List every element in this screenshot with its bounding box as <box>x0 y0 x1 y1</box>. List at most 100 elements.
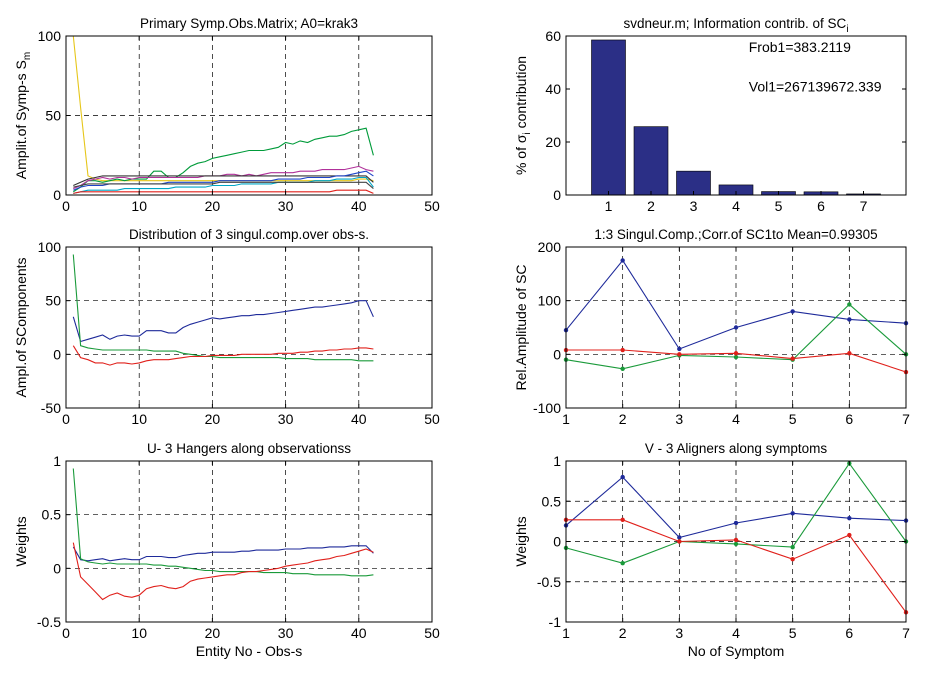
x-tick-label: 6 <box>845 411 853 427</box>
bar <box>591 39 626 196</box>
data-point <box>677 535 682 540</box>
y-tick-label: 0 <box>553 187 561 203</box>
y-tick-label: 60 <box>545 28 561 44</box>
data-point <box>733 325 739 330</box>
y-tick-label: 100 <box>38 239 62 255</box>
x-tick-label: 0 <box>62 198 70 214</box>
y-tick-label: 40 <box>545 81 561 97</box>
x-tick-label: 6 <box>845 625 853 641</box>
x-tick-label: 5 <box>789 625 797 641</box>
data-point <box>620 561 625 566</box>
x-tick-label: 50 <box>424 198 440 214</box>
y-tick-label: 100 <box>538 293 562 309</box>
data-point <box>847 351 852 356</box>
axes-box <box>65 246 433 409</box>
data-point <box>847 515 852 521</box>
x-tick-label: 4 <box>732 411 740 427</box>
x-tick-label: 5 <box>789 411 797 427</box>
y-tick-label: 1 <box>53 453 61 469</box>
series-line <box>72 542 374 601</box>
x-tick-label: 30 <box>278 198 294 214</box>
y-tick-label: 0.5 <box>542 493 562 509</box>
y-tick-label: -50 <box>41 400 61 416</box>
y-tick-label: 50 <box>45 293 61 309</box>
data-point <box>847 532 852 538</box>
y-axis-label: Amplit.of Symp-s Sm <box>13 52 33 179</box>
x-tick-label: 6 <box>817 198 825 214</box>
x-tick-label: 1 <box>562 625 570 641</box>
data-point <box>733 351 739 356</box>
series-line <box>73 189 374 194</box>
bar <box>633 126 669 196</box>
data-point <box>677 539 682 544</box>
x-tick-label: 3 <box>690 198 698 214</box>
chart-p2: 1 2 3 4 5 6 7 0 20 40 60 svdneur.m; Information con… <box>513 16 907 214</box>
series-line <box>72 345 374 366</box>
x-tick-label: 4 <box>732 198 740 214</box>
x-tick-label: 1 <box>562 411 570 427</box>
data-point <box>677 346 682 352</box>
x-tick-label: 10 <box>131 411 147 427</box>
data-point <box>677 352 682 357</box>
x-tick-label: 0 <box>62 625 70 641</box>
y-axis-label: Weights <box>13 516 29 566</box>
x-tick-label: 40 <box>351 411 367 427</box>
chart-annotation: Vol1=267139672.339 <box>749 79 882 95</box>
x-tick-label: 50 <box>424 625 440 641</box>
data-point <box>620 347 625 353</box>
x-tick-label: 4 <box>732 625 740 641</box>
chart-title: 1:3 Singul.Comp.;Corr.of SC1to Mean=0.99… <box>594 227 877 242</box>
y-tick-label: 0 <box>553 346 561 362</box>
data-point <box>620 474 625 480</box>
series-line <box>73 176 374 194</box>
data-point <box>620 366 625 372</box>
y-axis-label: Weights <box>513 516 529 566</box>
y-tick-label: -0.5 <box>37 614 61 630</box>
series-line <box>73 127 374 193</box>
x-tick-label: 7 <box>902 411 910 427</box>
data-point <box>790 544 795 550</box>
x-tick-label: 7 <box>860 198 868 214</box>
y-tick-label: 1 <box>553 453 561 469</box>
y-axis-label: % of σi contribution <box>513 56 533 175</box>
y-axis-label: Rel.Amplitude of SC <box>513 264 529 390</box>
chart-p5: 0 10 20 30 40 50-0.500.51U- 3 Hangers along o… <box>13 441 440 659</box>
x-tick-label: 20 <box>205 625 221 641</box>
x-tick-label: 10 <box>131 625 147 641</box>
series-line <box>72 545 374 562</box>
series-line <box>72 468 374 577</box>
data-point <box>620 258 625 263</box>
x-tick-label: 40 <box>351 625 367 641</box>
data-point <box>733 520 739 526</box>
x-axis-label: No of Symptom <box>688 643 784 659</box>
y-tick-label: 20 <box>545 134 561 150</box>
y-tick-label: 0 <box>553 534 561 550</box>
y-tick-label: 50 <box>45 108 61 124</box>
x-tick-label: 10 <box>131 198 147 214</box>
series-line <box>72 254 374 362</box>
data-point <box>733 541 739 547</box>
data-point <box>847 317 852 322</box>
x-tick-label: 1 <box>605 198 613 214</box>
y-tick-label: 100 <box>38 28 62 44</box>
x-tick-label: 5 <box>775 198 783 214</box>
chart-title: V - 3 Aligners along symptoms <box>645 441 828 456</box>
x-tick-label: 7 <box>902 625 910 641</box>
plot-area <box>66 461 432 622</box>
x-tick-label: 20 <box>205 198 221 214</box>
x-tick-label: 20 <box>205 411 221 427</box>
x-tick-label: 2 <box>647 198 655 214</box>
x-tick-label: 30 <box>278 411 294 427</box>
x-tick-label: 0 <box>62 411 70 427</box>
chart-p4: 1 2 3 4 5 6 7 -100 0 100 200 1:3 Singul.Comp.;Corr.… <box>513 227 910 427</box>
chart-p6: 1 2 3 4 5 6 7 -1 -0.5 0 0.5 1 V - 3 Aligners along s… <box>513 441 910 659</box>
data-point <box>790 557 795 562</box>
y-tick-label: -0.5 <box>537 574 561 590</box>
y-tick-label: -1 <box>549 614 562 630</box>
chart-title: U- 3 Hangers along observationss <box>147 441 351 456</box>
series-line <box>73 181 374 190</box>
chart-title: svdneur.m; Information contrib. of SCi <box>623 16 848 35</box>
chart-p1: 0 10 20 30 40 50 0 50 100 Primary Symp.Obs.Matrix… <box>13 16 440 214</box>
x-tick-label: 3 <box>675 411 683 427</box>
x-tick-label: 30 <box>278 625 294 641</box>
